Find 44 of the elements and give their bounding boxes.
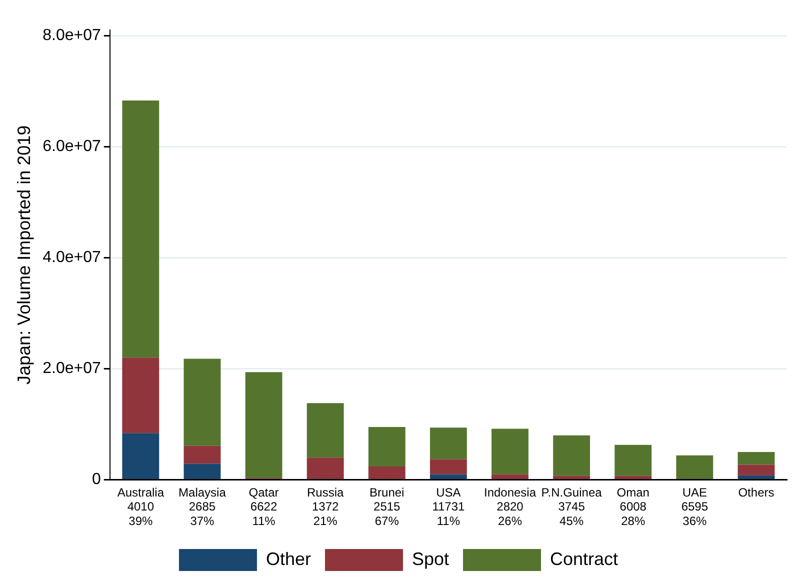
bar [122,100,160,358]
y-tick-label: 8.0e+07 [42,26,101,44]
bar [184,358,221,446]
bar [614,444,652,476]
x-tick-label: Russia 1372 21% [306,485,344,528]
bar [306,403,344,458]
legend-label: Contract [550,548,618,569]
x-tick-label: Australia 4010 39% [117,485,164,528]
bar [368,466,406,480]
bar [553,476,590,480]
x-tick-label: USA 11731 11% [432,485,466,528]
x-tick-label: Malaysia 2685 37% [178,485,226,528]
bar [614,476,652,480]
x-tick-label: Oman 6008 28% [616,485,650,528]
bar [738,475,775,480]
legend-label: Other [266,548,311,569]
bar [553,435,590,476]
y-tick-label: 2.0e+07 [42,360,101,378]
x-tick-label: Others [738,485,774,500]
bar [306,458,344,480]
bar [492,428,528,474]
bar [122,433,160,480]
legend-label: Spot [412,548,450,569]
bar [245,372,282,478]
bar [430,459,467,474]
x-tick-label: Brunei 2515 67% [370,485,404,528]
y-tick-label: 6.0e+07 [42,138,101,156]
bar [430,474,467,480]
bar [184,464,221,480]
x-tick-label: UAE 6595 36% [681,485,708,528]
bar [738,464,775,476]
x-tick-label: P.N.Guinea 3745 45% [541,485,602,528]
bar [676,455,714,480]
y-axis-title: Japan: Volume Imported in 2019 [14,125,34,384]
bar [368,427,406,466]
bar [492,474,528,480]
y-tick-label: 4.0e+07 [42,249,101,266]
bar [738,452,775,465]
bar [184,446,221,464]
x-tick-label: Indonesia 2820 26% [484,485,536,528]
y-tick-label: 0 [92,471,101,488]
bar [122,358,160,434]
x-tick-label: Qatar 6622 11% [248,485,279,528]
bar [430,428,467,460]
